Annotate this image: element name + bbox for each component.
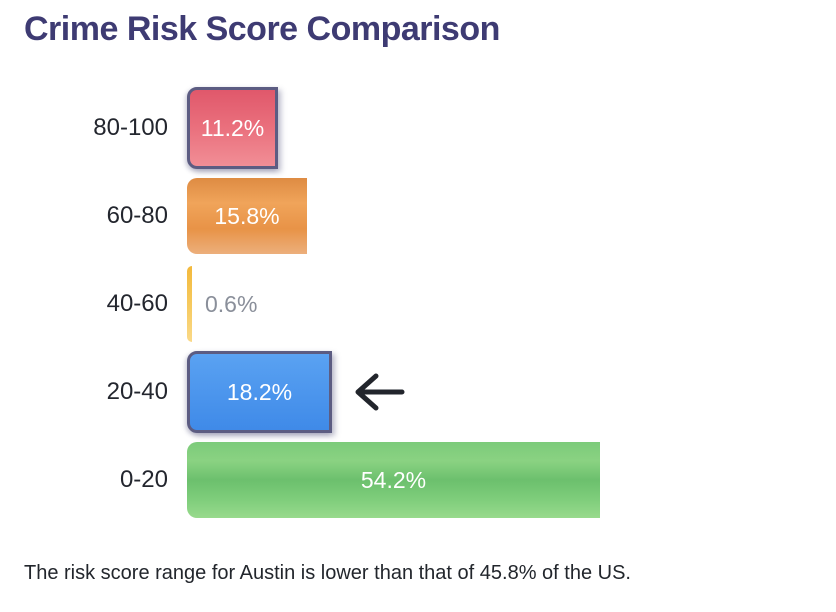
- category-label: 80-100: [93, 114, 168, 141]
- value-label: 54.2%: [360, 466, 427, 493]
- left-arrow-icon: [355, 373, 405, 411]
- page-title: Crime Risk Score Comparison: [24, 10, 500, 48]
- chart-row-40-60: 40-60 0.6%: [24, 266, 600, 342]
- chart-row-0-20: 0-20 54.2%: [24, 442, 600, 518]
- bar-20-40: 18.2%: [187, 351, 332, 433]
- value-label: 18.2%: [226, 378, 293, 405]
- bar-0-20: 54.2%: [187, 442, 600, 518]
- value-label: 0.6%: [205, 290, 258, 317]
- risk-score-bar-chart: 80-100 11.2% 60-80 15.8% 40-60 0.6% 20-40 18.2%…: [24, 87, 600, 530]
- category-label: 40-60: [106, 290, 168, 317]
- bar-60-80: 15.8%: [187, 178, 307, 254]
- footer-note: The risk score range for Austin is lower…: [24, 562, 631, 584]
- bar-80-100: 11.2%: [187, 87, 278, 169]
- chart-row-60-80: 60-80 15.8%: [24, 178, 600, 254]
- value-label: 15.8%: [214, 202, 280, 229]
- bar-40-60: [187, 266, 192, 342]
- category-label: 60-80: [106, 202, 168, 229]
- chart-row-80-100: 80-100 11.2%: [24, 87, 600, 169]
- chart-row-20-40: 20-40 18.2%: [24, 351, 600, 433]
- value-label: 11.2%: [200, 114, 265, 141]
- category-label: 20-40: [106, 378, 168, 405]
- category-label: 0-20: [119, 466, 168, 493]
